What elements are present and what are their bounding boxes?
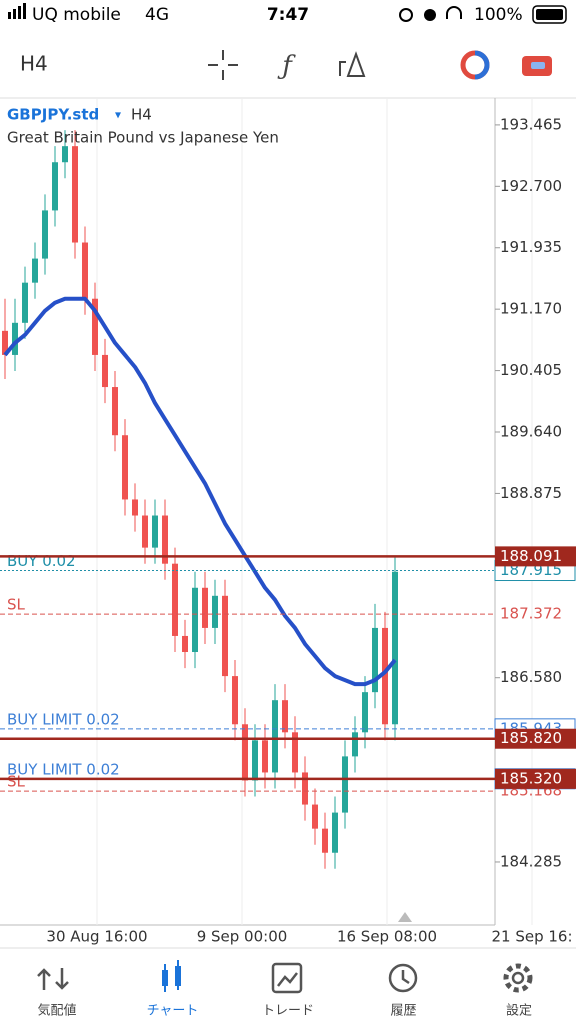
order-label: BUY LIMIT 0.02 (7, 710, 120, 728)
candle-body (62, 146, 68, 163)
candle-body (132, 499, 138, 516)
crosshair-icon[interactable] (208, 50, 238, 80)
candle-body (192, 587, 198, 653)
tab-label[interactable]: 設定 (506, 1003, 532, 1019)
candle-body (102, 354, 108, 388)
price-label: 187.372 (500, 605, 562, 623)
candle-body (292, 732, 298, 773)
candle-body (152, 515, 158, 548)
candle-body (52, 162, 58, 211)
tab-label[interactable]: チャート (147, 1004, 199, 1019)
order-label: SL (7, 596, 26, 614)
candle-body (222, 595, 228, 677)
candle-body (282, 700, 288, 733)
network: 4G (145, 5, 169, 25)
candle-body (22, 282, 28, 323)
battery-level: 100% (474, 5, 523, 25)
y-tick-label: 189.640 (500, 423, 562, 441)
candle-body (242, 724, 248, 781)
objects-icon[interactable] (339, 51, 366, 77)
chart-timeframe: H4 (131, 106, 152, 124)
candle-body (232, 676, 238, 725)
y-tick-label: 191.170 (500, 300, 562, 318)
candle-body (272, 700, 278, 773)
candle-body (2, 330, 8, 355)
y-tick-label: 193.465 (500, 115, 562, 133)
candle-body (42, 210, 48, 259)
candle-body (82, 242, 88, 299)
candle-body (122, 435, 128, 500)
dropdown-arrow[interactable]: ▾ (115, 108, 121, 122)
y-tick-label: 190.405 (500, 361, 562, 379)
price-label: 185.820 (500, 729, 562, 747)
candle-body (302, 772, 308, 805)
candle-body (312, 804, 318, 829)
carrier: UQ mobile (32, 5, 121, 25)
tab-label[interactable]: 気配値 (37, 1003, 76, 1019)
y-tick-label: 188.875 (500, 484, 562, 502)
order-label: SL (7, 773, 26, 791)
price-box (495, 728, 576, 749)
symbol[interactable]: GBPJPY.std (7, 106, 99, 124)
tab-label[interactable]: 履歴 (390, 1004, 416, 1019)
candle-body (382, 627, 388, 725)
candle-body (332, 812, 338, 853)
candle-body (172, 563, 178, 636)
candle-body (142, 515, 148, 548)
indicator-icon[interactable]: ƒ (277, 51, 296, 81)
candle-body (112, 387, 118, 436)
chart: 30 Aug 16:00 9 Sep 00:00 16 Sep 08:00 21 Se… (0, 98, 576, 946)
y-tick-label: 191.935 (500, 238, 562, 256)
candle-body (202, 587, 208, 628)
order-label: BUY 0.02 (7, 552, 76, 570)
candle-body (72, 146, 78, 243)
candle-body (372, 627, 378, 693)
scroll-marker (398, 912, 412, 922)
y-tick-label: 192.700 (500, 177, 562, 195)
subtitle: Great Britain Pound vs Japanese Yen (7, 129, 279, 147)
tab-bar: 気配値 チャート トレード 履歴 設定 (0, 947, 576, 1019)
moving-average (3, 296, 397, 687)
candle-body (262, 740, 268, 773)
clock: 7:47 (267, 5, 309, 25)
price-box (495, 768, 576, 789)
candle-body (252, 740, 258, 781)
toolbar: H4 ƒ (0, 30, 576, 98)
candle-body (162, 515, 168, 564)
price-box (495, 546, 576, 567)
x-tick-label: 30 Aug 16:00 (46, 928, 147, 946)
candle-body (362, 692, 368, 733)
y-tick-label: 184.285 (500, 852, 562, 870)
candle-body (342, 756, 348, 813)
timeframe-button[interactable]: H4 (20, 52, 48, 76)
x-tick-label: 21 Sep 16: (491, 928, 572, 946)
x-tick-label: 9 Sep 00:00 (197, 928, 288, 946)
price-label: 185.320 (500, 769, 562, 787)
tab-label[interactable]: トレード (262, 1004, 314, 1019)
status-bar: UQ mobile 4G 7:47 100% (8, 3, 567, 25)
candle-body (392, 571, 398, 725)
order-label: BUY LIMIT 0.02 (7, 760, 120, 778)
x-tick-label: 16 Sep 08:00 (337, 928, 437, 946)
y-tick-label: 186.580 (500, 668, 562, 686)
candle-body (212, 595, 218, 628)
candle-body (92, 298, 98, 355)
price-label: 188.091 (500, 547, 562, 565)
candle-body (352, 732, 358, 757)
candle-body (12, 322, 18, 355)
candle-body (32, 258, 38, 283)
candle-body (182, 635, 188, 653)
candle-body (322, 828, 328, 853)
